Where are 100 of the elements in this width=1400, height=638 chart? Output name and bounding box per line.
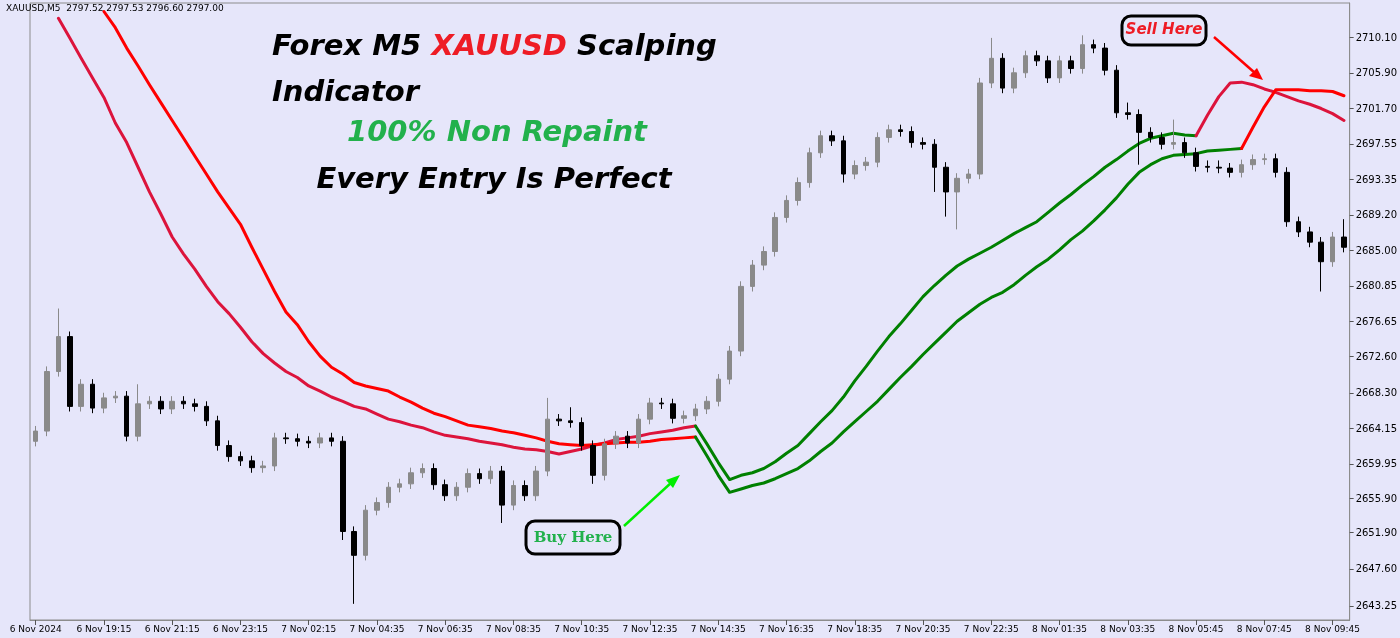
candlestick xyxy=(283,432,289,445)
candlestick xyxy=(716,373,721,407)
annotation: Buy Here xyxy=(533,527,613,546)
candlestick xyxy=(1296,216,1301,238)
y-tick-label: 2693.35 xyxy=(1355,174,1398,186)
candlestick xyxy=(920,136,926,150)
x-tick-label: 7 Nov 12:35 xyxy=(622,623,678,634)
y-tick-label: 2701.70 xyxy=(1355,103,1398,115)
candlestick xyxy=(374,496,380,516)
y-tick-label: 2664.15 xyxy=(1355,422,1398,434)
candlestick xyxy=(738,280,744,357)
candlestick xyxy=(1239,159,1244,178)
candlestick xyxy=(1148,126,1153,144)
candlestick xyxy=(260,460,266,474)
candlestick xyxy=(693,403,698,422)
candlestick xyxy=(909,125,914,149)
candlestick xyxy=(579,416,584,452)
candlestick xyxy=(1193,147,1199,172)
candlestick xyxy=(147,395,152,410)
x-tick-label: 7 Nov 18:35 xyxy=(827,623,883,634)
x-tick-label: 7 Nov 20:35 xyxy=(895,623,951,634)
candlestick xyxy=(124,390,129,442)
candlestick xyxy=(841,135,846,184)
x-tick-label: 6 Nov 2024 xyxy=(9,623,62,634)
candlestick xyxy=(727,345,732,385)
candlestick xyxy=(1114,64,1119,119)
candlestick xyxy=(386,481,391,509)
candlestick xyxy=(408,467,414,490)
candlestick xyxy=(625,430,630,449)
x-tick-label: 7 Nov 08:35 xyxy=(486,623,541,634)
y-tick-label: 2651.90 xyxy=(1355,526,1398,538)
candlestick xyxy=(192,398,198,412)
text: 100% Non Repaint xyxy=(347,113,649,148)
candlestick xyxy=(545,397,550,477)
candlestick xyxy=(78,378,84,412)
y-tick-label: 2685.00 xyxy=(1355,245,1398,257)
candlestick xyxy=(499,465,505,524)
x-tick-label: 7 Nov 04:35 xyxy=(349,623,405,634)
candlestick xyxy=(101,392,107,414)
y-tick-label: 2710.10 xyxy=(1355,31,1398,43)
x-tick-label: 6 Nov 19:15 xyxy=(76,623,132,634)
candlestick xyxy=(1034,50,1040,67)
candlestick xyxy=(681,410,687,424)
candlestick xyxy=(1102,42,1108,76)
candlestick xyxy=(761,245,767,271)
candlestick xyxy=(1125,102,1131,121)
line-series xyxy=(694,131,1198,482)
x-tick-label: 8 Nov 01:35 xyxy=(1032,623,1088,634)
candlestick xyxy=(1091,39,1096,54)
candlestick xyxy=(613,430,619,450)
candlestick xyxy=(522,479,528,502)
candlestick xyxy=(795,176,801,207)
candlestick xyxy=(829,130,835,147)
candlestick xyxy=(647,397,653,425)
chart-title: Forex M5 XAUUSD Scalping Indicator xyxy=(272,28,717,108)
candlestick xyxy=(1318,236,1324,292)
candlestick xyxy=(465,468,471,493)
candlestick xyxy=(863,156,869,172)
candlestick xyxy=(784,194,789,224)
x-tick-label: 7 Nov 10:35 xyxy=(554,623,610,634)
candlestick xyxy=(363,504,368,561)
candlestick xyxy=(488,465,493,485)
x-tick-label: 8 Nov 03:35 xyxy=(1100,623,1156,634)
y-tick-label: 2647.60 xyxy=(1355,563,1398,575)
candlestick xyxy=(67,331,73,412)
candlestick xyxy=(169,395,175,415)
candlestick xyxy=(397,478,402,493)
candlestick xyxy=(238,451,243,467)
candlestick xyxy=(1330,231,1335,268)
y-tick-label: 2643.25 xyxy=(1355,600,1398,612)
candlestick xyxy=(306,435,311,449)
candlestick xyxy=(807,147,812,189)
candlestick xyxy=(272,432,277,472)
candlestick xyxy=(204,400,209,427)
candlestick xyxy=(1216,159,1222,174)
candlestick xyxy=(158,395,164,415)
y-tick-label: 2672.60 xyxy=(1355,350,1398,362)
candlestick xyxy=(135,383,141,442)
candlestick xyxy=(249,455,255,474)
candlestick xyxy=(898,124,903,138)
candlestick xyxy=(556,413,562,427)
x-tick-label: 7 Nov 14:35 xyxy=(690,623,746,634)
candlestick xyxy=(33,425,38,447)
candlestick xyxy=(317,432,323,449)
x-tick-label: 7 Nov 22:35 xyxy=(963,623,1019,634)
candlestick xyxy=(1171,119,1176,150)
candlestick xyxy=(1045,55,1051,84)
candlestick xyxy=(477,468,482,485)
candlestick xyxy=(454,481,459,502)
candlestick xyxy=(943,161,949,218)
candlestick xyxy=(750,259,755,292)
candlestick xyxy=(875,131,880,168)
candlestick xyxy=(954,172,960,230)
candlestick xyxy=(1341,218,1347,253)
candlestick xyxy=(181,395,186,410)
x-tick-label: 6 Nov 23:15 xyxy=(212,623,268,634)
annotation: XAUUSD,M5 2797.52 2797.53 2796.60 2797.00 xyxy=(6,2,224,13)
candlestick xyxy=(852,159,858,180)
candlestick xyxy=(818,130,823,159)
candlestick xyxy=(659,397,664,410)
